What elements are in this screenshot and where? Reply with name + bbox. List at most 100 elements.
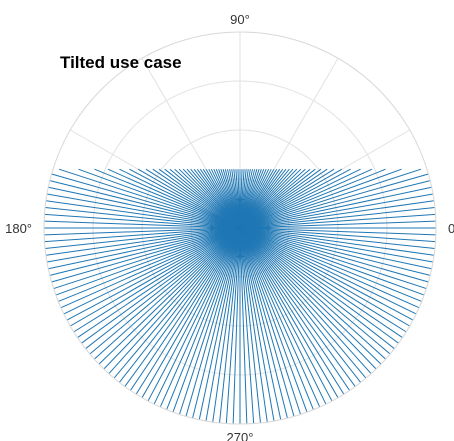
data-ray <box>58 227 241 302</box>
data-ray <box>239 227 314 410</box>
data-ray <box>164 168 241 229</box>
data-ray <box>185 227 241 417</box>
data-ray <box>239 227 327 405</box>
angular-tick-label-270: 270° <box>227 430 254 441</box>
data-ray <box>58 168 241 229</box>
data-ray <box>166 227 241 410</box>
data-ray <box>147 227 241 402</box>
data-ray <box>239 168 402 229</box>
data-ray <box>103 227 241 370</box>
data-ray <box>145 168 241 229</box>
data-ray <box>44 227 241 243</box>
data-ray <box>239 227 377 370</box>
data-ray <box>44 213 241 229</box>
data-ray <box>239 207 435 229</box>
data-ray <box>129 227 241 391</box>
data-ray <box>239 227 339 398</box>
data-ray <box>107 168 241 229</box>
data-ray <box>239 227 420 309</box>
data-rays <box>44 168 436 424</box>
data-ray <box>239 227 429 283</box>
data-ray <box>239 227 302 415</box>
data-ray <box>239 227 403 339</box>
data-ray <box>51 227 241 283</box>
data-ray <box>108 227 241 374</box>
data-ray <box>174 168 241 229</box>
data-ray <box>129 168 241 229</box>
data-ray <box>78 168 241 229</box>
data-ray <box>239 227 255 424</box>
data-ray <box>239 227 414 321</box>
data-ray <box>239 168 328 229</box>
data-ray <box>85 227 241 350</box>
data-ray <box>60 227 241 309</box>
data-ray <box>137 168 241 229</box>
angular-tick-label-90: 90° <box>230 12 250 27</box>
data-ray <box>152 168 241 229</box>
data-ray <box>239 168 311 229</box>
data-ray <box>55 227 241 296</box>
data-ray <box>239 193 434 229</box>
data-ray <box>94 168 241 229</box>
data-ray <box>45 227 241 256</box>
data-ray <box>44 220 241 229</box>
data-ray <box>239 227 288 419</box>
data-ray <box>46 227 241 263</box>
data-ray <box>205 227 241 422</box>
data-ray <box>178 227 241 415</box>
data-ray <box>232 227 241 424</box>
data-ray <box>51 173 241 229</box>
data-ray <box>239 227 362 383</box>
data-ray <box>212 227 241 423</box>
data-ray <box>94 227 241 360</box>
data-ray <box>49 227 241 276</box>
data-ray <box>46 193 241 229</box>
data-ray <box>239 227 268 423</box>
data-ray <box>73 227 241 333</box>
data-ray <box>119 168 241 229</box>
data-ray <box>239 220 436 229</box>
data-ray <box>45 200 241 229</box>
data-ray <box>81 227 241 344</box>
data-ray <box>53 227 241 290</box>
data-ray <box>77 227 241 339</box>
data-ray <box>239 168 322 229</box>
data-ray <box>66 227 241 321</box>
data-ray <box>239 168 306 229</box>
data-ray <box>49 180 241 229</box>
data-ray <box>198 227 241 420</box>
data-ray <box>239 227 261 423</box>
data-ray <box>239 227 248 424</box>
data-ray <box>239 227 282 420</box>
data-ray <box>192 227 241 419</box>
angular-tick-label-0: 0 <box>448 221 454 236</box>
data-ray <box>45 207 241 229</box>
data-ray <box>239 173 429 229</box>
data-ray <box>45 227 241 249</box>
outer-boundary <box>43 31 437 425</box>
data-ray <box>239 227 417 315</box>
data-ray <box>239 168 351 229</box>
data-ray <box>239 227 372 374</box>
data-ray <box>172 227 241 413</box>
data-ray <box>124 227 241 387</box>
data-ray <box>135 227 241 395</box>
data-ray <box>239 168 335 229</box>
data-ray <box>239 168 343 229</box>
data-ray <box>239 168 422 229</box>
data-ray <box>239 227 434 263</box>
data-ray <box>239 227 431 276</box>
data-ray <box>239 213 436 229</box>
data-ray <box>239 227 435 249</box>
data-ray <box>118 227 241 383</box>
data-ray <box>239 227 295 417</box>
data-ray <box>239 227 382 365</box>
data-ray <box>239 227 395 350</box>
data-ray <box>239 227 386 360</box>
data-ray <box>44 227 241 236</box>
chart-title: Tilted use case <box>60 53 182 72</box>
data-ray <box>239 186 432 229</box>
data-ray <box>239 200 435 229</box>
data-ray <box>239 227 356 387</box>
